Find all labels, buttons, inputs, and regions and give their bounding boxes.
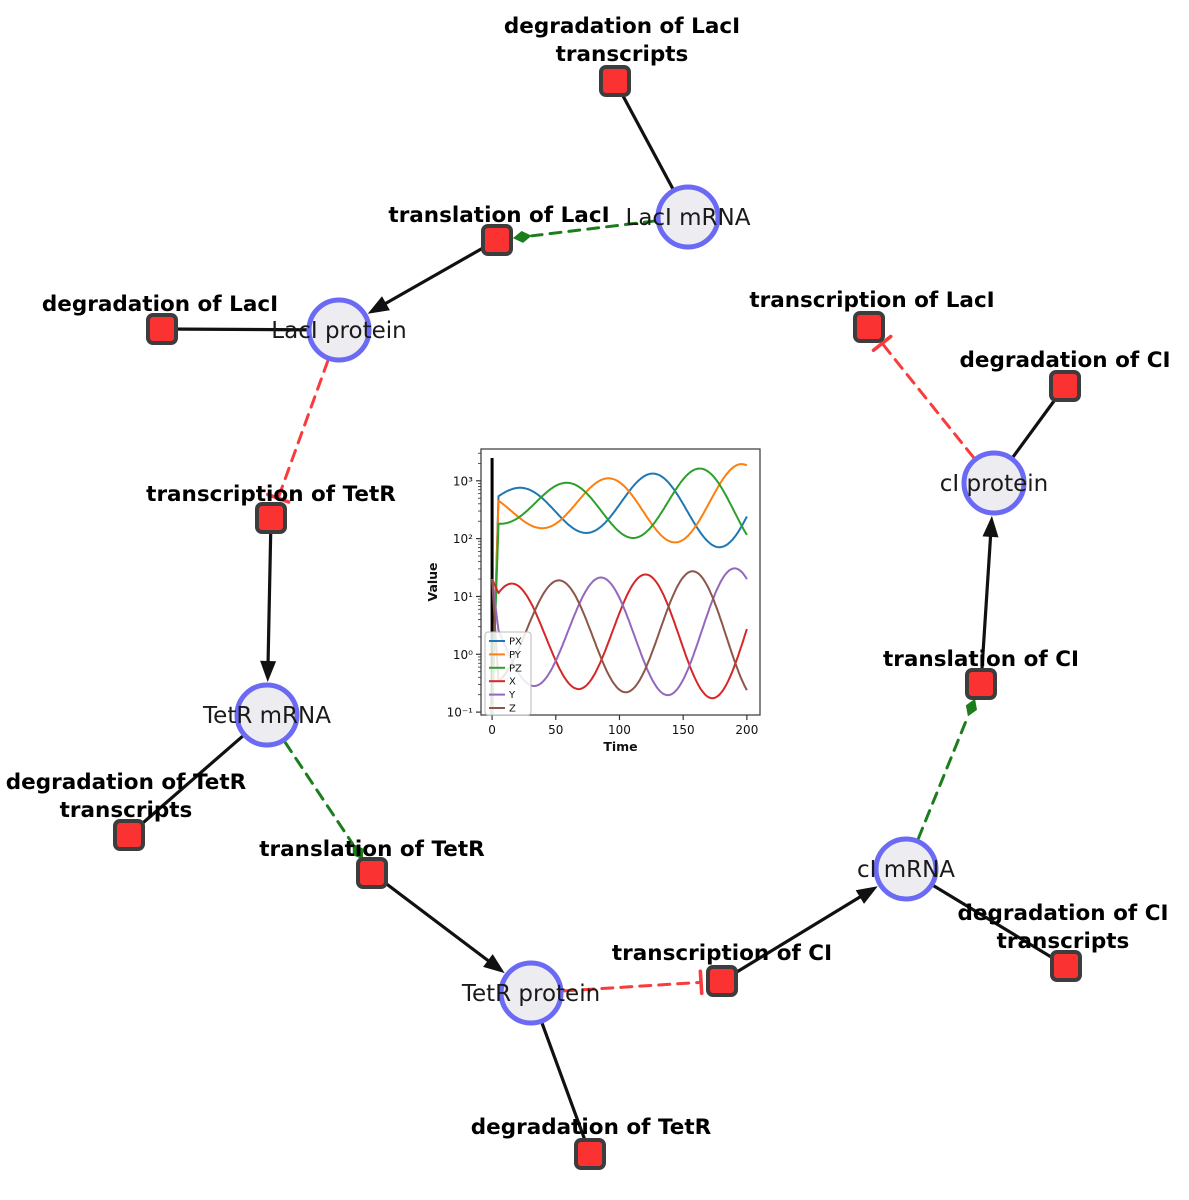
reaction-label-txn-tetr: transcription of TetR bbox=[146, 482, 396, 507]
series-curve-py bbox=[491, 463, 748, 715]
reaction-node-transl-ci[interactable] bbox=[965, 668, 997, 700]
species-node-laci-protein[interactable] bbox=[306, 297, 372, 363]
edge-laci-protein-txn-tetr-tee-head bbox=[265, 492, 291, 504]
reaction-node-transl-laci[interactable] bbox=[481, 224, 513, 256]
y-tick-label: 10² bbox=[453, 532, 473, 546]
edge-laci-mrna-transl-laci-diamond-head bbox=[512, 231, 532, 243]
x-tick-label: 200 bbox=[735, 723, 758, 737]
legend-box bbox=[484, 631, 532, 716]
legend-label-px: PX bbox=[509, 637, 522, 648]
edge-laci-protein-txn-tetr bbox=[276, 359, 330, 500]
reaction-label-deg-ci-tx: degradation of CI bbox=[958, 901, 1169, 926]
reaction-label-deg-laci-tx: degradation of LacI bbox=[504, 14, 740, 39]
edge-tetr-mrna-transl-tetr bbox=[283, 740, 355, 846]
reaction-node-txn-laci[interactable] bbox=[853, 311, 885, 343]
species-node-laci-mrna[interactable] bbox=[655, 184, 721, 250]
reaction-label-deg-tetr-tx: transcripts bbox=[60, 798, 193, 823]
reaction-label-txn-ci: transcription of CI bbox=[612, 941, 832, 966]
edge-tetr-protein-txn-ci-tee-head bbox=[698, 969, 704, 996]
species-label-tetr-protein: TetR protein bbox=[461, 981, 600, 1007]
reaction-label-deg-ci-tx: transcripts bbox=[997, 929, 1130, 954]
reaction-label-transl-tetr: translation of TetR bbox=[259, 837, 485, 862]
species-node-ci-mrna[interactable] bbox=[873, 836, 939, 902]
reaction-node-deg-ci[interactable] bbox=[1049, 370, 1081, 402]
reaction-label-deg-tetr-tx: degradation of TetR bbox=[6, 770, 247, 795]
inset-chart: 0 50 100 150 200 10⁻¹ 10⁰ 10¹ 10² 10³ Time Value PX P… bbox=[424, 432, 774, 764]
x-axis-label: Time bbox=[603, 739, 637, 754]
reaction-node-deg-laci-tx[interactable] bbox=[599, 65, 631, 97]
species-node-ci-protein[interactable] bbox=[961, 450, 1027, 516]
reaction-node-txn-ci[interactable] bbox=[706, 965, 738, 997]
y-tick-label: 10⁰ bbox=[453, 648, 473, 662]
reaction-label-transl-laci: translation of LacI bbox=[388, 203, 609, 228]
edge-ci-protein-txn-laci-tee-head bbox=[871, 334, 893, 353]
y-tick-label: 10³ bbox=[453, 474, 473, 488]
edge-ci-protein-txn-laci bbox=[880, 341, 975, 459]
reaction-node-txn-tetr[interactable] bbox=[255, 502, 287, 534]
curves-layer bbox=[490, 458, 748, 715]
edge-tetr-protein-txn-ci bbox=[562, 980, 703, 993]
reaction-label-deg-tetr: degradation of TetR bbox=[471, 1115, 712, 1140]
reaction-label-transl-ci: translation of CI bbox=[883, 647, 1079, 672]
legend-label-z: Z bbox=[509, 704, 516, 715]
series-curve-z bbox=[491, 570, 748, 694]
edge-ci-mrna-transl-ci bbox=[916, 714, 970, 840]
reaction-label-deg-ci: degradation of CI bbox=[960, 348, 1171, 373]
series-curve-y bbox=[491, 567, 748, 697]
species-node-tetr-mrna[interactable] bbox=[234, 682, 300, 748]
edge-transl-ci-ci-protein bbox=[979, 529, 993, 686]
edge-tetr-mrna-transl-tetr-diamond-head bbox=[352, 843, 364, 860]
legend-label-pz: PZ bbox=[509, 663, 522, 674]
reaction-node-deg-laci[interactable] bbox=[146, 313, 178, 345]
legend-label-y: Y bbox=[508, 690, 516, 701]
species-label-ci-protein: cI protein bbox=[940, 471, 1049, 497]
y-tick-label: 10¹ bbox=[453, 590, 473, 604]
species-node-tetr-protein[interactable] bbox=[498, 960, 564, 1026]
time-series-plot: 0 50 100 150 200 10⁻¹ 10⁰ 10¹ 10² 10³ Time Value PX P… bbox=[425, 448, 761, 754]
labels-layer: degradation of LacI transcripts translatio… bbox=[6, 14, 1171, 1140]
series-curve-pz bbox=[491, 467, 748, 715]
species-label-tetr-mrna: TetR mRNA bbox=[202, 703, 331, 729]
nodes-layer bbox=[113, 65, 1082, 1170]
species-label-laci-protein: LacI protein bbox=[271, 318, 406, 344]
x-tick-label: 150 bbox=[672, 723, 695, 737]
reaction-node-deg-tetr-tx[interactable] bbox=[113, 819, 145, 851]
x-tick-label: 50 bbox=[548, 723, 563, 737]
x-tick-label: 100 bbox=[608, 723, 631, 737]
edge-ci-mrna-transl-ci-diamond-head bbox=[965, 698, 977, 717]
reaction-node-transl-tetr[interactable] bbox=[356, 857, 388, 889]
legend-label-x: X bbox=[509, 677, 516, 688]
edge-txn-tetr-tetr-mrna-arrowhead bbox=[260, 660, 277, 682]
edge-transl-ci-ci-protein-arrowhead bbox=[982, 515, 999, 538]
legend-label-py: PY bbox=[509, 650, 522, 661]
edge-txn-ci-ci-mrna-arrowhead bbox=[855, 886, 878, 904]
reaction-label-txn-laci: transcription of LacI bbox=[749, 288, 994, 313]
y-axis-label: Value bbox=[425, 562, 440, 601]
edge-laci-mrna-transl-laci bbox=[530, 219, 657, 238]
edge-transl-laci-laci-protein-arrowhead bbox=[367, 296, 390, 314]
edge-transl-tetr-tetr-protein bbox=[370, 871, 495, 966]
species-label-ci-mrna: cI mRNA bbox=[857, 857, 955, 883]
edge-transl-laci-laci-protein bbox=[378, 238, 499, 308]
edge-txn-tetr-tetr-mrna bbox=[266, 516, 273, 669]
y-tick-label: 10⁻¹ bbox=[447, 706, 474, 720]
reaction-node-deg-tetr[interactable] bbox=[574, 1138, 606, 1170]
x-tick-label: 0 bbox=[488, 723, 496, 737]
edge-txn-ci-ci-mrna bbox=[720, 892, 867, 983]
reaction-label-deg-laci-tx: transcripts bbox=[556, 42, 689, 67]
series-curve-px bbox=[491, 472, 748, 715]
edge-transl-tetr-tetr-protein-arrowhead bbox=[483, 954, 505, 974]
reaction-node-deg-ci-tx[interactable] bbox=[1050, 950, 1082, 982]
reaction-label-deg-laci: degradation of LacI bbox=[42, 292, 278, 317]
species-label-laci-mrna: LacI mRNA bbox=[626, 205, 751, 231]
